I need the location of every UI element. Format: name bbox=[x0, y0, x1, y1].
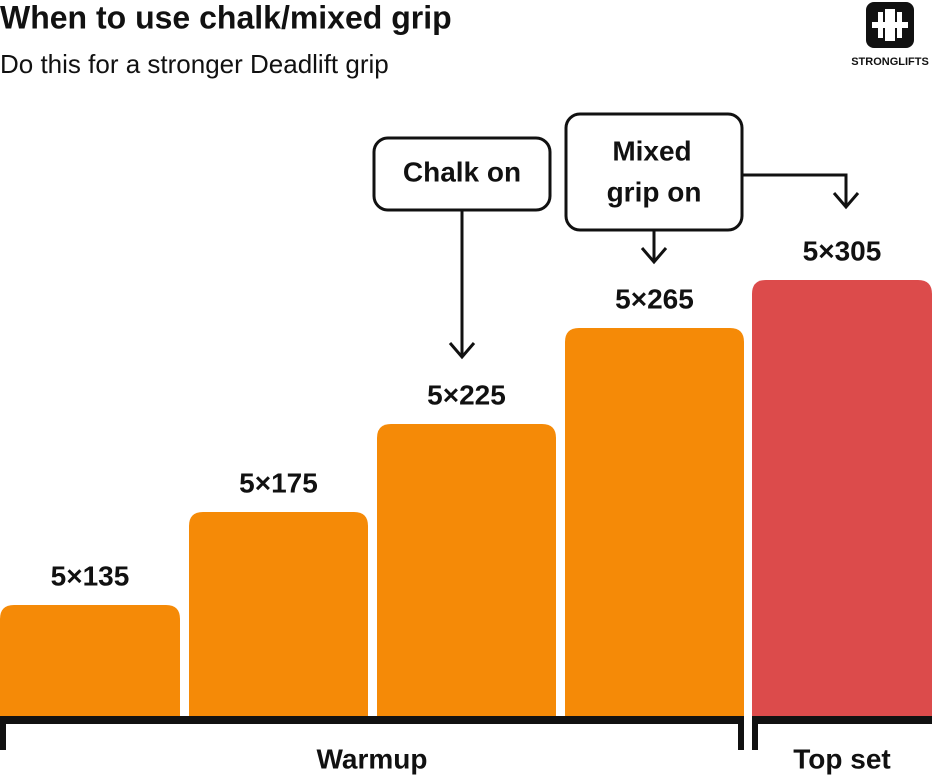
logo-text: STRONGLIFTS bbox=[851, 56, 929, 68]
group-label: Top set bbox=[793, 743, 890, 774]
callout-text: grip on bbox=[607, 176, 702, 207]
group-label: Warmup bbox=[317, 743, 428, 774]
bar-label: 5×305 bbox=[803, 235, 882, 266]
title: When to use chalk/mixed grip bbox=[0, 0, 452, 35]
bar bbox=[0, 605, 180, 720]
bar bbox=[189, 512, 368, 720]
bar-label: 5×265 bbox=[615, 283, 694, 314]
callout-text: Mixed bbox=[612, 135, 691, 166]
bar bbox=[377, 424, 556, 720]
bar-label: 5×225 bbox=[427, 379, 506, 410]
callout-lines bbox=[372, 112, 860, 360]
logo: STRONGLIFTS bbox=[851, 2, 929, 68]
callout-text: Chalk on bbox=[403, 156, 521, 187]
bar bbox=[565, 328, 744, 720]
bar-label: 5×175 bbox=[239, 467, 318, 498]
bar-label: 5×135 bbox=[51, 560, 130, 591]
bar bbox=[752, 280, 932, 720]
subtitle: Do this for a stronger Deadlift grip bbox=[0, 49, 389, 79]
brackets bbox=[0, 716, 932, 750]
